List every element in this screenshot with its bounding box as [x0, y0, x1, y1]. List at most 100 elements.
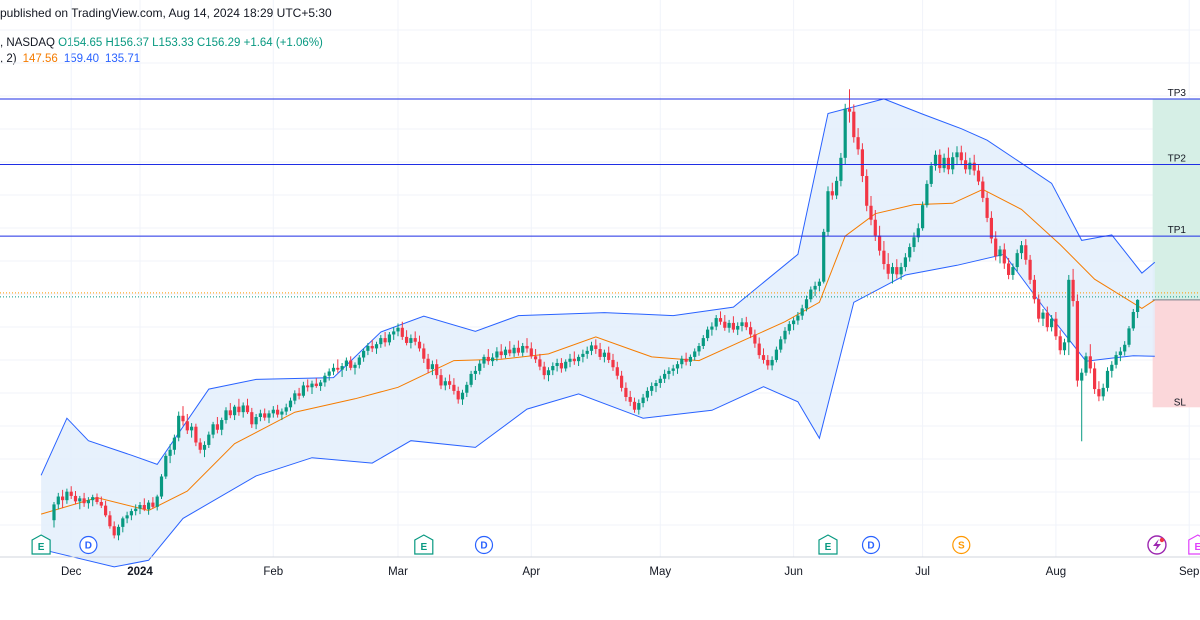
candle-body — [637, 403, 641, 410]
candle — [568, 353, 572, 368]
candle-body — [56, 496, 60, 505]
candle-body — [899, 267, 903, 275]
candle-body — [972, 162, 976, 171]
candle — [529, 342, 533, 359]
candle — [448, 374, 452, 390]
candle — [856, 128, 860, 155]
candle — [1088, 344, 1092, 374]
candle-body — [1062, 342, 1067, 351]
candle-body — [546, 370, 551, 376]
candle — [727, 319, 731, 333]
event-marker-earnings[interactable]: E — [31, 534, 51, 555]
event-marker-earnings[interactable]: E — [1188, 534, 1200, 555]
candle-body — [370, 345, 374, 349]
candle — [645, 387, 649, 402]
candle-body — [671, 368, 675, 371]
candle-body — [749, 327, 753, 335]
event-marker-dividend[interactable]: D — [474, 535, 494, 555]
event-marker-dividend[interactable]: D — [861, 535, 881, 555]
bb-basis-value: 147.56 — [22, 53, 58, 65]
candle — [792, 317, 796, 331]
candle — [585, 346, 589, 359]
candle-body — [942, 157, 946, 169]
candle-body — [925, 183, 929, 206]
candle-body — [323, 375, 327, 383]
candle — [121, 516, 125, 533]
candle — [503, 346, 508, 359]
candle-body — [908, 247, 912, 258]
candle — [237, 398, 241, 416]
candle — [495, 347, 499, 362]
candle-body — [882, 250, 886, 265]
candle — [1011, 263, 1015, 280]
candle-body — [680, 358, 684, 365]
candle — [860, 143, 864, 183]
candle — [972, 154, 976, 176]
candle — [744, 316, 748, 331]
candle-body — [1101, 387, 1105, 397]
candle-body — [1067, 279, 1071, 343]
candle — [770, 356, 774, 371]
candle — [181, 406, 185, 426]
candle-body — [521, 345, 525, 353]
candle-body — [1007, 263, 1011, 275]
candle-body — [267, 413, 271, 418]
candle — [959, 145, 963, 166]
candle-body — [1024, 245, 1028, 260]
candle — [779, 336, 783, 353]
candle — [804, 295, 809, 312]
candle — [409, 334, 413, 349]
candle-body — [1110, 364, 1114, 371]
candle — [297, 387, 301, 400]
event-letter: E — [1194, 542, 1200, 553]
candle-body — [589, 345, 594, 351]
candle-body — [91, 497, 95, 501]
candle-body — [757, 343, 761, 356]
candle — [559, 358, 563, 373]
candle — [202, 441, 207, 458]
candle — [925, 180, 929, 208]
candle-body — [701, 338, 705, 346]
candle — [293, 390, 297, 405]
candle-body — [736, 325, 740, 330]
symbol-exchange[interactable]: , NASDAQ — [0, 37, 55, 49]
candle-body — [383, 338, 387, 343]
bb-params[interactable]: , 2) — [0, 53, 17, 65]
dividend-icon — [79, 535, 98, 555]
candle — [310, 380, 314, 394]
candle — [581, 349, 585, 363]
candle-body — [856, 137, 860, 150]
candle — [684, 352, 688, 366]
event-letter: D — [867, 541, 874, 552]
candle — [258, 409, 262, 422]
candle-body — [443, 381, 447, 386]
time-axis-label: Mar — [388, 566, 408, 578]
bollinger-upper-line — [40, 98, 1156, 476]
candle — [731, 316, 735, 333]
candle — [1084, 352, 1088, 376]
candle — [469, 370, 473, 388]
candle — [215, 417, 219, 434]
candle-body — [985, 197, 989, 218]
candle-body — [551, 366, 555, 371]
candle — [546, 367, 551, 382]
candle-body — [723, 321, 727, 328]
candle-body — [159, 476, 164, 497]
candle — [400, 321, 404, 340]
event-marker-split[interactable]: S — [952, 535, 971, 555]
candle — [129, 508, 133, 521]
candle-body — [869, 205, 873, 220]
event-marker-dividend[interactable]: D — [79, 535, 98, 555]
candle — [331, 363, 336, 376]
candle-body — [417, 341, 422, 349]
candle-body — [362, 350, 366, 358]
candle — [422, 343, 426, 363]
candle-body — [684, 358, 688, 362]
candle — [534, 349, 538, 363]
event-marker-earnings[interactable]: E — [414, 534, 434, 555]
candle-body — [456, 390, 460, 400]
event-marker-earnings[interactable]: E — [818, 534, 838, 555]
candle-body — [177, 415, 181, 438]
candle-body — [933, 154, 938, 166]
